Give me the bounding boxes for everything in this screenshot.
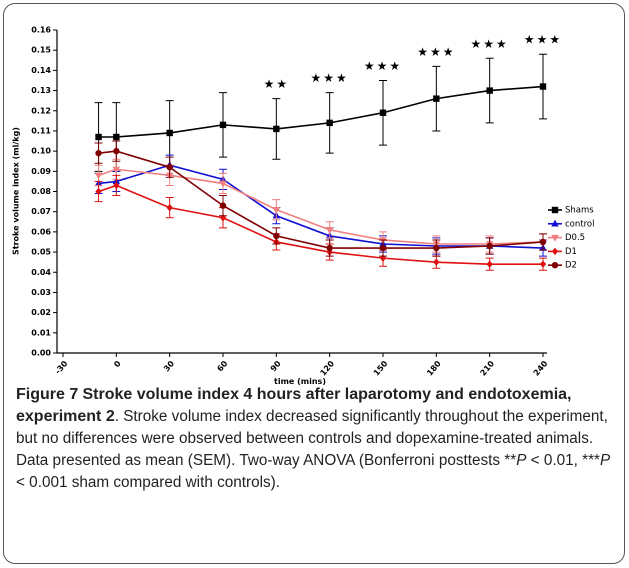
x-tick-label: 210 — [478, 359, 496, 378]
legend-label: D0.5 — [565, 233, 585, 243]
marker — [219, 202, 227, 209]
marker — [112, 166, 121, 174]
y-tick-label: 0.14 — [31, 66, 51, 75]
caption-label: Figure 7 — [16, 386, 79, 403]
x-tick-label: 180 — [425, 359, 443, 378]
legend-label: control — [565, 219, 594, 229]
marker — [219, 180, 227, 188]
marker — [273, 232, 280, 240]
marker — [219, 214, 227, 222]
y-axis-label: Stroke volume index (ml/kg) — [12, 127, 21, 255]
marker — [486, 87, 493, 94]
significance-stars: ★★ — [264, 77, 290, 91]
marker — [166, 164, 173, 171]
marker — [113, 181, 120, 190]
marker — [219, 121, 227, 129]
series-line — [98, 85, 544, 138]
marker — [166, 129, 173, 137]
marker — [433, 258, 440, 266]
marker — [486, 242, 493, 250]
x-tick-label: 120 — [318, 359, 336, 378]
marker — [551, 247, 559, 256]
series-line — [98, 164, 544, 249]
caption: Figure 7 Stroke volume index 4 hours aft… — [16, 384, 616, 494]
y-tick-label: 0.15 — [31, 46, 51, 55]
y-tick-label: 0.04 — [31, 268, 51, 277]
marker — [433, 244, 440, 252]
marker — [539, 260, 547, 268]
y-tick-label: 0.07 — [31, 207, 51, 216]
significance-stars: ★★★ — [311, 71, 349, 85]
caption-text: . Stroke volume index decreased signific… — [16, 408, 608, 469]
marker — [325, 227, 334, 235]
legend-label: Shams — [565, 206, 594, 216]
marker — [272, 206, 281, 214]
marker — [326, 244, 333, 252]
marker — [379, 244, 387, 252]
x-tick-label: 240 — [532, 359, 550, 378]
x-tick-label: 30 — [162, 359, 176, 374]
caption-text: < 0.001 sham compared with controls). — [16, 474, 280, 491]
y-tick-label: 0.10 — [31, 147, 51, 156]
marker — [95, 149, 102, 157]
significance-stars: ★★★ — [524, 33, 562, 47]
caption-text: P — [516, 452, 527, 469]
x-axis-label: time (mins) — [274, 377, 326, 385]
marker — [94, 172, 103, 180]
y-tick-label: 0.09 — [31, 167, 51, 176]
x-tick-label: 60 — [215, 359, 229, 374]
x-tick-label: -30 — [53, 359, 69, 376]
x-tick-label: 90 — [269, 359, 283, 374]
significance-stars: ★★★ — [471, 37, 509, 51]
marker — [551, 262, 559, 269]
significance-stars: ★★★ — [417, 45, 455, 59]
series-line — [98, 150, 544, 249]
y-tick-label: 0.11 — [31, 126, 51, 135]
y-tick-label: 0.08 — [31, 187, 51, 196]
marker — [95, 187, 102, 196]
marker — [326, 119, 333, 127]
caption-text: P — [599, 452, 611, 469]
marker — [551, 219, 559, 227]
marker — [539, 83, 547, 90]
marker — [379, 254, 387, 262]
series-line — [98, 184, 543, 265]
series-line — [98, 168, 544, 245]
marker — [551, 234, 559, 242]
y-tick-label: 0.05 — [31, 248, 51, 257]
caption-text: < 0.01, *** — [526, 452, 600, 469]
significance-stars: ★★★ — [364, 59, 402, 73]
y-tick-label: 0.01 — [31, 328, 51, 337]
marker — [539, 238, 547, 246]
marker — [273, 125, 280, 133]
y-tick-label: 0.13 — [31, 86, 51, 95]
marker — [166, 203, 173, 212]
chart: Stroke volume index (ml/kg) time (mins) … — [12, 26, 595, 386]
x-tick-label: 150 — [372, 359, 390, 378]
marker — [551, 206, 559, 214]
y-tick-label: 0.12 — [31, 106, 51, 115]
marker — [95, 133, 102, 141]
y-tick-label: 0.00 — [31, 349, 51, 358]
y-tick-label: 0.16 — [31, 26, 51, 35]
caption-title: Stroke volume index 4 hours after laparo… — [16, 386, 572, 425]
marker — [113, 147, 120, 155]
x-tick-label: 0 — [112, 359, 123, 369]
y-tick-label: 0.06 — [31, 227, 51, 236]
y-tick-label: 0.03 — [31, 288, 51, 297]
marker — [486, 260, 493, 268]
legend-label: D1 — [565, 247, 577, 257]
figure-frame — [3, 3, 625, 564]
y-tick-label: 0.02 — [31, 308, 51, 317]
legend-label: D2 — [565, 261, 577, 271]
marker — [433, 95, 440, 102]
marker — [379, 109, 387, 116]
marker — [113, 133, 120, 141]
